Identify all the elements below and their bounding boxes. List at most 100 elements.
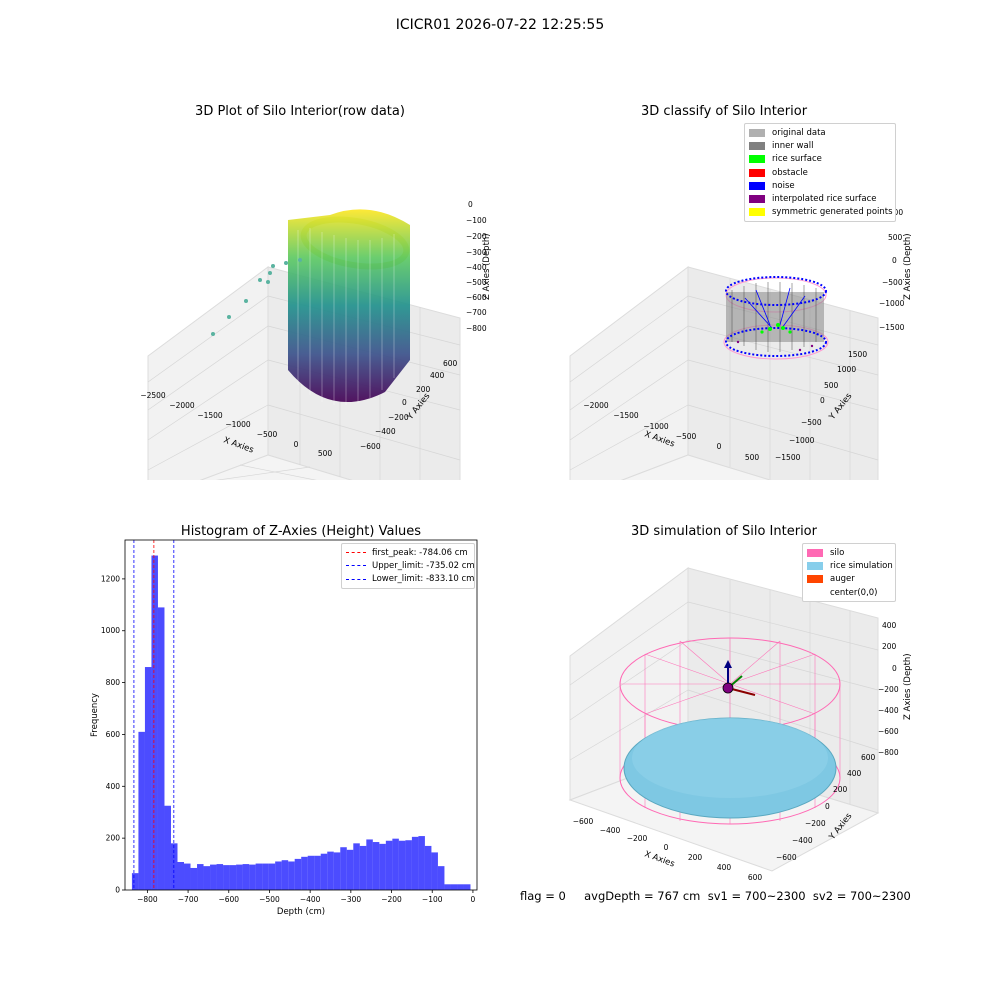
x-tick-label: −400 [300, 895, 321, 904]
raw-x-ticks: −2500 −2000 −1500 −1000 −500 0 500 [140, 391, 332, 458]
svg-text:−400: −400 [792, 836, 813, 845]
legend-item-lower-limit: Lower_limit: -833.10 cm [342, 573, 474, 586]
svg-text:0: 0 [717, 442, 722, 451]
legend-swatch [807, 588, 823, 597]
histogram-bar [249, 864, 256, 890]
svg-text:200: 200 [833, 785, 848, 794]
histogram-bar [223, 865, 230, 890]
histogram-bar [463, 884, 471, 890]
svg-text:−1500: −1500 [775, 453, 801, 462]
histogram-bar [281, 860, 289, 890]
svg-text:−500: −500 [882, 278, 903, 287]
svg-text:0: 0 [892, 256, 897, 265]
svg-text:0: 0 [402, 398, 407, 407]
raw-3d-plot: −2500 −2000 −1500 −1000 −500 0 500 X Axi… [140, 200, 492, 480]
legend-item-noise: noise [745, 179, 895, 192]
classify-inner-wall [726, 292, 824, 342]
histogram-bar [320, 853, 328, 890]
x-tick-label: −300 [341, 895, 362, 904]
histogram-bar [151, 555, 158, 890]
legend-swatch [749, 128, 765, 137]
histogram-bar [197, 864, 204, 890]
legend-swatch [749, 141, 765, 150]
svg-text:−200: −200 [627, 834, 648, 843]
svg-text:200: 200 [882, 642, 897, 651]
legend-swatch [807, 575, 823, 584]
svg-text:−1000: −1000 [789, 436, 815, 445]
histogram-x-label: Depth (cm) [277, 907, 325, 917]
svg-text:400: 400 [847, 769, 862, 778]
histogram-bar [346, 849, 354, 890]
histogram-bar [144, 667, 152, 890]
legend-item-silo: silo [803, 546, 895, 559]
svg-text:−500: −500 [466, 278, 487, 287]
histogram-bar [164, 805, 171, 890]
legend-swatch [807, 561, 823, 570]
histogram-bar [392, 838, 399, 890]
svg-text:500: 500 [745, 453, 760, 462]
svg-text:−400: −400 [466, 263, 487, 272]
svg-text:−200: −200 [805, 819, 826, 828]
svg-text:−1000: −1000 [879, 299, 905, 308]
histogram-bar [457, 884, 464, 890]
legend-swatch [749, 208, 765, 217]
legend-swatch [749, 195, 765, 204]
histogram-bar [131, 873, 139, 890]
svg-text:1000: 1000 [837, 365, 856, 374]
raw-z-label: Z Axies (Depth) [482, 233, 492, 300]
histogram-bar [353, 843, 360, 890]
legend-swatch [749, 181, 765, 190]
sim-x-label: X Axies [643, 849, 676, 869]
svg-text:−600: −600 [878, 727, 899, 736]
svg-text:0: 0 [820, 396, 825, 405]
legend-swatch [807, 548, 823, 557]
svg-text:0: 0 [294, 440, 299, 449]
svg-text:200: 200 [688, 853, 703, 862]
histogram-bar [333, 852, 341, 890]
svg-text:−600: −600 [360, 442, 381, 451]
status-footer: flag = 0 avgDepth = 767 cm sv1 = 700~230… [520, 889, 911, 903]
histogram-bar [177, 862, 185, 890]
histogram-bar [340, 847, 347, 890]
y-tick-label: 400 [106, 782, 121, 791]
svg-text:200: 200 [416, 385, 431, 394]
histogram-bar [431, 852, 438, 890]
svg-text:600: 600 [443, 359, 458, 368]
histogram-bar [170, 843, 178, 890]
histogram-legend: first_peak: -784.06 cm Upper_limit: -735… [341, 543, 475, 589]
histogram-frame [124, 539, 478, 891]
histogram-title: Histogram of Z-Axies (Height) Values [180, 524, 422, 539]
legend-item-original-data: original data [745, 126, 895, 139]
svg-text:−500: −500 [801, 418, 822, 427]
classify-3d-plot: −2000 −1500 −1000 −500 0 500 X Axies −15… [569, 208, 913, 480]
figure-title: ICICR01 2026-07-22 12:25:55 [395, 17, 605, 33]
y-tick-label: 800 [106, 678, 121, 687]
histogram-bar [268, 863, 276, 890]
svg-text:0: 0 [664, 843, 669, 852]
histogram-bar [288, 861, 295, 890]
histogram-bar [275, 861, 282, 890]
histogram-bar [210, 864, 217, 890]
x-tick-label: −200 [381, 895, 402, 904]
classify-y-ticks: −1500 −1000 −500 0 500 1000 1500 [775, 350, 867, 462]
svg-text:500: 500 [824, 381, 839, 390]
histogram-bar [444, 884, 451, 890]
svg-text:−400: −400 [600, 826, 621, 835]
y-tick-label: 1200 [101, 574, 120, 583]
histogram-bar [411, 836, 419, 890]
legend-item-upper-limit: Upper_limit: -735.02 cm [342, 559, 475, 572]
svg-text:0: 0 [825, 802, 830, 811]
sim-z-label: Z Axies (Depth) [903, 653, 913, 720]
x-tick-label: −700 [178, 895, 199, 904]
legend-swatch [749, 168, 765, 177]
histogram-bar [229, 865, 237, 890]
histogram-bar [437, 866, 445, 890]
legend-item-first-peak: first_peak: -784.06 cm [342, 546, 474, 559]
histogram-bar [138, 731, 145, 890]
histogram-bar [157, 607, 165, 890]
histogram-bar [216, 864, 224, 890]
classify-z-ticks: 1000 500 0 −500 −1000 −1500 [879, 208, 905, 332]
svg-text:−2000: −2000 [583, 401, 609, 410]
classify-panel-title: 3D classify of Silo Interior [640, 104, 808, 119]
classify-noise [725, 276, 827, 306]
